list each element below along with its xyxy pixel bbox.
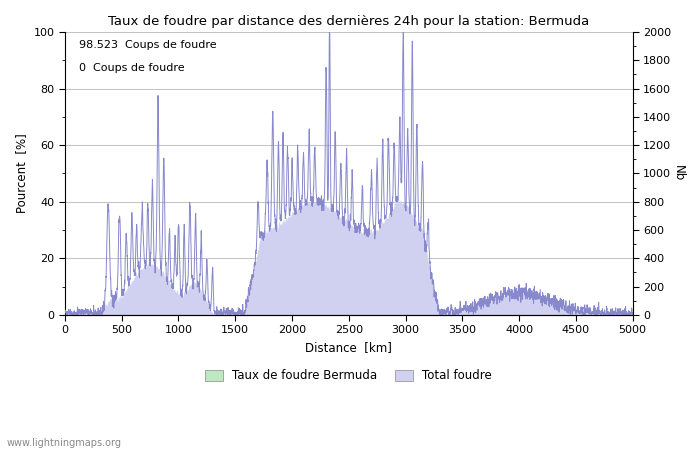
Y-axis label: Pourcent  [%]: Pourcent [%] — [15, 134, 28, 213]
Text: www.lightningmaps.org: www.lightningmaps.org — [7, 438, 122, 448]
Legend: Taux de foudre Bermuda, Total foudre: Taux de foudre Bermuda, Total foudre — [205, 369, 492, 382]
X-axis label: Distance  [km]: Distance [km] — [305, 341, 392, 354]
Title: Taux de foudre par distance des dernières 24h pour la station: Bermuda: Taux de foudre par distance des dernière… — [108, 15, 589, 28]
Text: 98.523  Coups de foudre: 98.523 Coups de foudre — [79, 40, 217, 50]
Y-axis label: Nb: Nb — [672, 165, 685, 181]
Text: 0  Coups de foudre: 0 Coups de foudre — [79, 63, 185, 73]
